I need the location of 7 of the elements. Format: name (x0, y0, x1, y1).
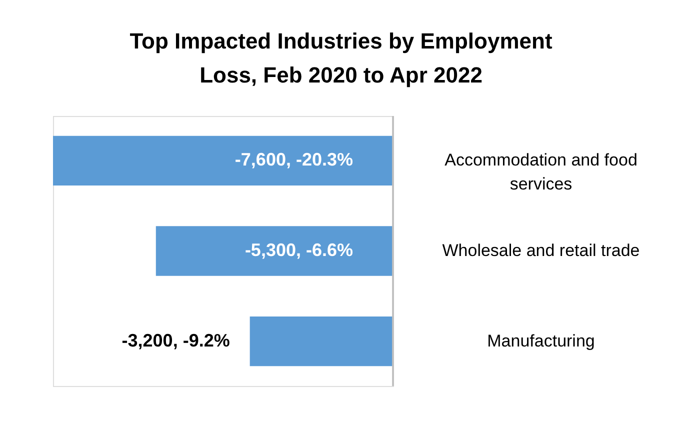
y-tick-label: Wholesale and retail trade (442, 241, 640, 260)
chart-title: Top Impacted Industries by Employment Loss, Feb 2020 to Apr 2022 (130, 28, 553, 88)
data-label: -5,300, -6.6% (244, 240, 353, 260)
y-tick-label: Accommodation and food services (444, 150, 638, 194)
data-label: -3,200, -9.2% (122, 330, 230, 350)
data-label: -7,600, -20.3% (234, 150, 353, 170)
y-tick-label: Manufacturing (487, 331, 595, 350)
